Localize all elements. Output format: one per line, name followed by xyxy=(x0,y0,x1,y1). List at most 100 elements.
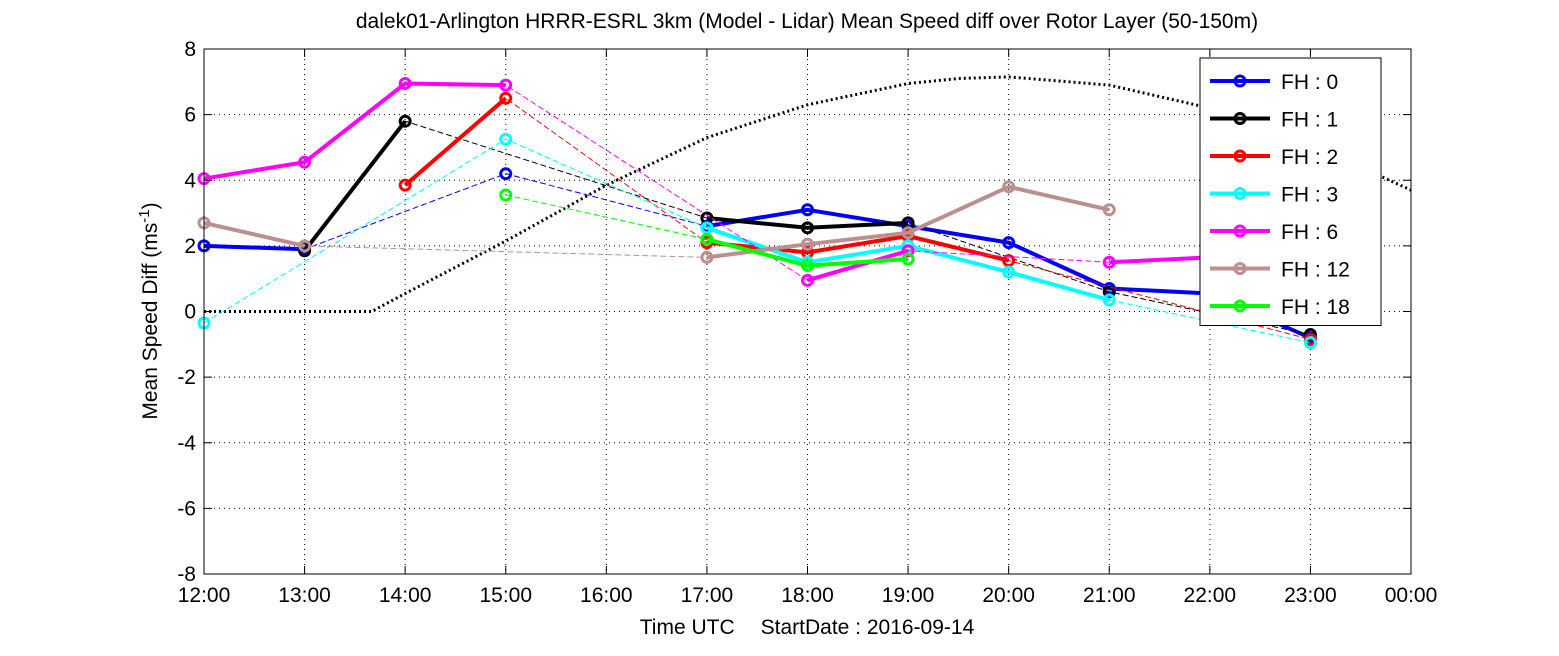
reference-curve xyxy=(204,75,1412,313)
data-point xyxy=(398,114,412,128)
y-tick-label: 4 xyxy=(184,169,196,192)
x-tick-label: 20:00 xyxy=(982,584,1035,607)
series-solid-line xyxy=(806,248,909,283)
y-tick-label: -6 xyxy=(177,497,196,520)
series-solid-line xyxy=(203,81,506,181)
legend-label: FH : 2 xyxy=(1281,146,1338,169)
data-point xyxy=(1102,255,1116,269)
x-axis-label-time: Time UTC xyxy=(640,616,735,639)
series-fh-12 xyxy=(197,180,1116,264)
data-point xyxy=(499,188,513,202)
x-tick-label: 12:00 xyxy=(178,584,231,607)
y-tick-label: -8 xyxy=(177,563,196,586)
series-fh-6 xyxy=(197,76,1217,287)
series-solid-line xyxy=(706,237,909,268)
x-tick-label: 23:00 xyxy=(1284,584,1337,607)
legend-item: FH : 0 xyxy=(1210,71,1338,94)
data-point xyxy=(801,237,814,251)
legend-swatch-marker xyxy=(1233,262,1247,275)
legend: FH : 0 FH : 1 FH : 2 FH : 3 FH : 6 FH : 12 FH … xyxy=(1199,57,1382,326)
series-fh-1 xyxy=(298,114,1317,341)
data-point xyxy=(499,132,513,146)
data-point xyxy=(1002,180,1016,194)
legend-swatch-marker xyxy=(1233,299,1247,313)
y-tick-label: -4 xyxy=(177,432,196,455)
legend-label: FH : 0 xyxy=(1281,71,1338,94)
data-point xyxy=(1002,265,1016,279)
legend-item: FH : 6 xyxy=(1210,221,1338,244)
x-axis-label: Time UTC StartDate : 2016-09-14 xyxy=(640,616,975,639)
series-solid-line xyxy=(303,119,407,253)
x-tick-labels: 12:00 13:00 14:00 15:00 16:00 17:00 18:00 19:00… xyxy=(178,584,1438,607)
legend-label: FH : 6 xyxy=(1281,221,1338,244)
x-tick-label: 16:00 xyxy=(580,584,633,607)
series-solid-line xyxy=(706,216,909,230)
reference-curve-line xyxy=(204,75,1412,313)
legend-item: FH : 18 xyxy=(1210,296,1350,319)
x-tick-label: 00:00 xyxy=(1385,584,1438,607)
x-axis-label-startdate: StartDate : 2016-09-14 xyxy=(761,616,975,639)
legend-label: FH : 1 xyxy=(1281,109,1338,132)
y-tick-label: 0 xyxy=(184,301,196,324)
data-point xyxy=(1102,203,1116,217)
legend-label: FH : 12 xyxy=(1281,259,1350,282)
data-point xyxy=(801,203,814,217)
data-point xyxy=(499,167,513,181)
x-tick-label: 13:00 xyxy=(278,584,331,607)
legend-item: FH : 2 xyxy=(1210,146,1338,169)
legend-label: FH : 3 xyxy=(1281,184,1338,207)
y-axis-label-text: Mean Speed Diff (ms xyxy=(139,223,162,420)
y-axis-label-superscript: -1 xyxy=(136,209,153,222)
legend-items: FH : 0 FH : 1 FH : 2 FH : 3 FH : 6 FH : 12 FH … xyxy=(1210,71,1350,319)
legend-label: FH : 18 xyxy=(1281,296,1350,319)
x-tick-label: 14:00 xyxy=(379,584,432,607)
series-solid-line xyxy=(403,96,508,187)
legend-item: FH : 3 xyxy=(1210,184,1338,207)
data-point xyxy=(298,239,312,253)
data-point xyxy=(901,244,915,258)
legend-item: FH : 12 xyxy=(1210,259,1350,282)
data-point xyxy=(1102,293,1116,307)
legend-item: FH : 1 xyxy=(1210,109,1338,132)
x-tick-label: 18:00 xyxy=(781,584,834,607)
series-dashed-line xyxy=(203,82,1210,281)
y-tick-label: 6 xyxy=(184,104,196,127)
legend-swatch-marker xyxy=(1233,224,1247,238)
y-axis-label: Mean Speed Diff (ms-1) xyxy=(136,202,162,419)
x-tick-label: 19:00 xyxy=(882,584,935,607)
y-tick-label: 8 xyxy=(184,38,196,61)
series-solid-line xyxy=(706,184,1110,260)
x-tick-label: 21:00 xyxy=(1083,584,1136,607)
y-axis-label-close: ) xyxy=(139,202,162,209)
chart-title: dalek01-Arlington HRRR-ESRL 3km (Model -… xyxy=(356,10,1258,33)
x-tick-label: 17:00 xyxy=(681,584,734,607)
data-point xyxy=(1303,327,1317,341)
series-fh-18 xyxy=(499,188,915,273)
data-point xyxy=(398,178,412,192)
legend-swatch-marker xyxy=(1233,187,1247,200)
data-point xyxy=(901,252,915,266)
data-point xyxy=(398,76,412,90)
data-point xyxy=(801,273,814,287)
axis-ticks xyxy=(203,48,1412,575)
data-point xyxy=(298,155,312,169)
series-solid-line xyxy=(1109,255,1210,265)
x-tick-label: 15:00 xyxy=(479,584,532,607)
y-tick-label: -2 xyxy=(177,366,196,389)
series-solid-line xyxy=(203,220,306,248)
series-solid-line xyxy=(706,234,1010,263)
data-point xyxy=(801,259,814,273)
data-point xyxy=(1002,236,1016,250)
data-point xyxy=(1102,285,1116,299)
y-tick-labels: -8 -6 -4 -2 0 2 4 6 8 xyxy=(177,38,196,586)
data-point xyxy=(1303,336,1317,350)
x-tick-label: 22:00 xyxy=(1184,584,1237,607)
data-point xyxy=(499,78,513,92)
y-tick-label: 2 xyxy=(184,235,196,258)
data-point xyxy=(700,250,714,264)
data-point xyxy=(700,232,714,246)
data-point xyxy=(499,91,513,105)
data-point xyxy=(801,221,814,235)
legend-swatch-marker xyxy=(1233,149,1247,163)
